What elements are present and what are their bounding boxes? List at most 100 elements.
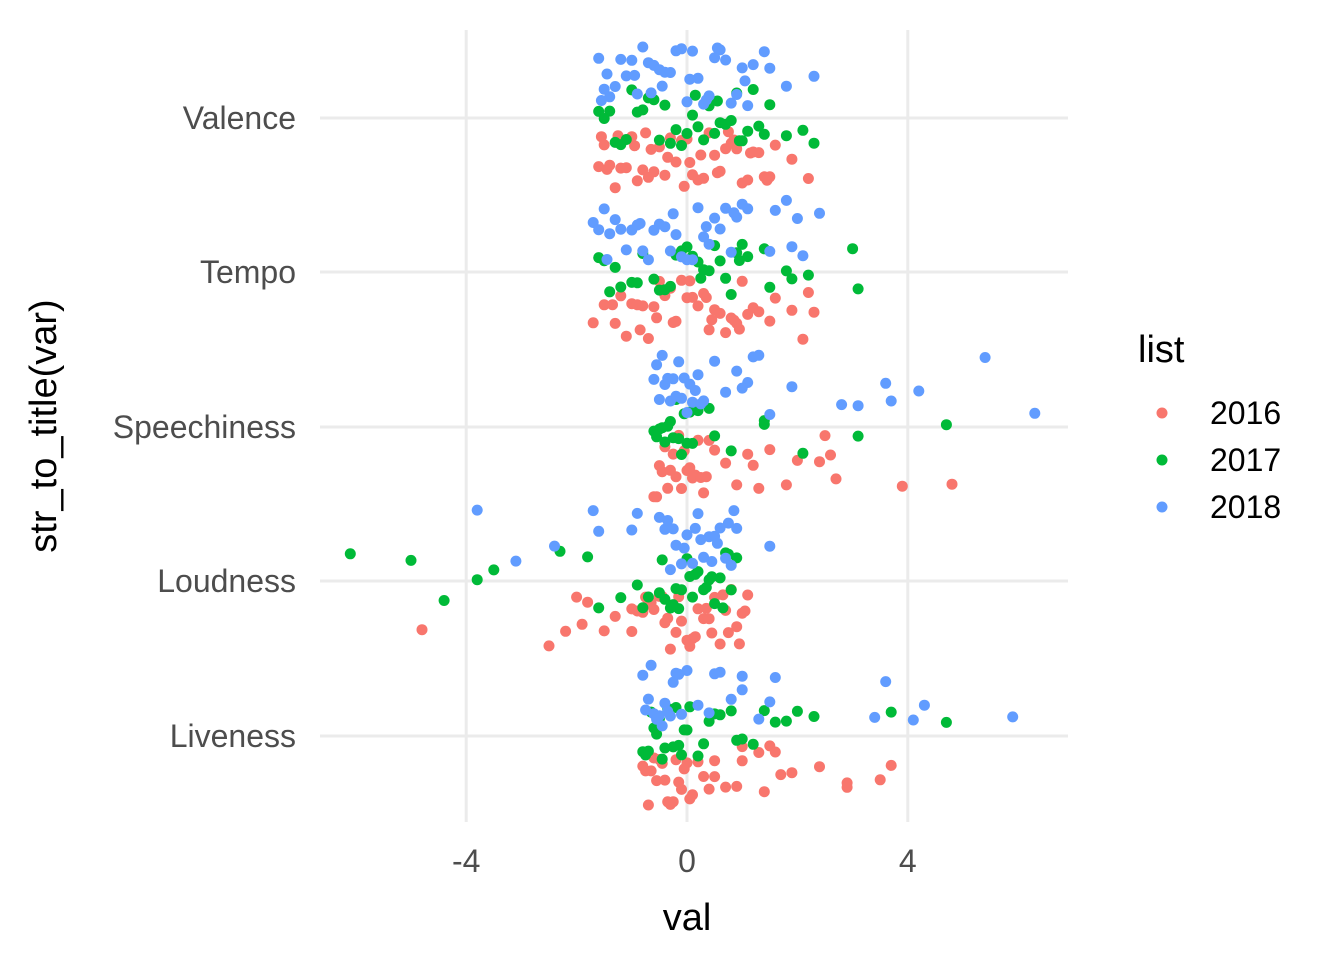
data-point — [725, 97, 737, 109]
data-point — [722, 517, 734, 529]
data-point — [742, 448, 754, 460]
data-point — [687, 291, 698, 303]
data-point — [918, 699, 930, 711]
data-point — [698, 172, 710, 184]
data-point — [659, 774, 671, 786]
data-point — [689, 522, 701, 534]
y-tick-label: Loudness — [157, 563, 296, 599]
data-point — [626, 524, 638, 536]
data-point — [791, 705, 803, 717]
data-point — [725, 246, 737, 258]
data-point — [695, 398, 707, 410]
data-point — [634, 324, 646, 336]
data-point — [471, 504, 483, 516]
data-point — [662, 612, 674, 624]
data-point — [825, 449, 836, 461]
data-point — [549, 540, 560, 552]
data-point — [631, 88, 643, 100]
data-point — [802, 173, 814, 184]
data-point — [689, 385, 701, 396]
data-point — [769, 139, 781, 151]
data-point — [681, 665, 693, 676]
data-point — [648, 273, 660, 285]
data-point — [706, 314, 718, 326]
data-point — [711, 167, 723, 179]
data-point — [711, 537, 723, 549]
data-point — [722, 627, 734, 639]
data-point — [651, 491, 663, 503]
data-point — [659, 593, 671, 605]
data-point — [714, 223, 726, 235]
data-point — [670, 471, 682, 483]
points-layer — [344, 41, 1041, 811]
data-point — [733, 255, 745, 266]
data-point — [698, 738, 710, 750]
data-point — [714, 638, 726, 650]
data-point — [745, 147, 756, 159]
data-point — [656, 753, 668, 765]
data-point — [700, 292, 712, 303]
data-point — [736, 62, 748, 74]
legend-key — [1156, 454, 1168, 466]
data-point — [615, 281, 627, 293]
data-point — [706, 556, 718, 567]
data-point — [673, 739, 685, 751]
data-point — [598, 113, 610, 124]
data-point — [571, 591, 583, 603]
data-point — [946, 478, 958, 490]
data-point — [706, 571, 718, 583]
data-point — [791, 213, 803, 224]
data-point — [648, 373, 660, 385]
data-point — [714, 572, 726, 584]
data-point — [808, 70, 820, 82]
legend-label: 2018 — [1210, 489, 1281, 525]
data-point — [629, 140, 641, 152]
data-point — [587, 317, 599, 329]
data-point — [692, 699, 704, 711]
data-point — [940, 716, 952, 728]
data-point — [634, 218, 646, 229]
data-point — [797, 124, 809, 136]
data-point — [662, 515, 674, 526]
legend: list 2016 2017 2018 — [1138, 329, 1281, 525]
data-point — [780, 479, 792, 491]
data-point — [601, 254, 613, 265]
data-point — [676, 483, 687, 494]
data-point — [626, 626, 638, 637]
data-point — [720, 386, 732, 398]
data-point — [731, 780, 743, 792]
data-point — [651, 359, 663, 371]
data-point — [651, 775, 663, 787]
data-point — [703, 324, 715, 336]
data-point — [808, 137, 820, 149]
data-point — [786, 767, 798, 779]
data-point — [631, 507, 643, 519]
data-point — [670, 124, 682, 136]
data-point — [642, 333, 654, 344]
data-point — [684, 157, 696, 168]
data-point — [747, 459, 759, 471]
x-axis-ticks: -4 0 4 — [452, 843, 917, 879]
data-point — [471, 574, 483, 586]
data-point — [869, 711, 881, 723]
data-point — [797, 333, 809, 345]
data-point — [676, 584, 687, 596]
data-point — [667, 373, 679, 385]
data-point — [742, 125, 754, 137]
data-point — [725, 445, 737, 457]
data-point — [717, 589, 729, 601]
data-point — [667, 676, 679, 688]
data-point — [709, 52, 721, 64]
data-point — [720, 457, 732, 469]
data-point — [601, 68, 613, 80]
y-tick-label: Liveness — [170, 718, 296, 754]
data-point — [684, 73, 696, 85]
y-axis-ticks: Valence Tempo Speechiness Loudness Liveness — [113, 100, 296, 754]
data-point — [830, 473, 842, 485]
data-point — [692, 508, 704, 520]
data-point — [681, 241, 693, 253]
data-point — [736, 670, 748, 682]
data-point — [764, 281, 776, 293]
data-point — [753, 147, 765, 159]
data-point — [725, 559, 737, 571]
